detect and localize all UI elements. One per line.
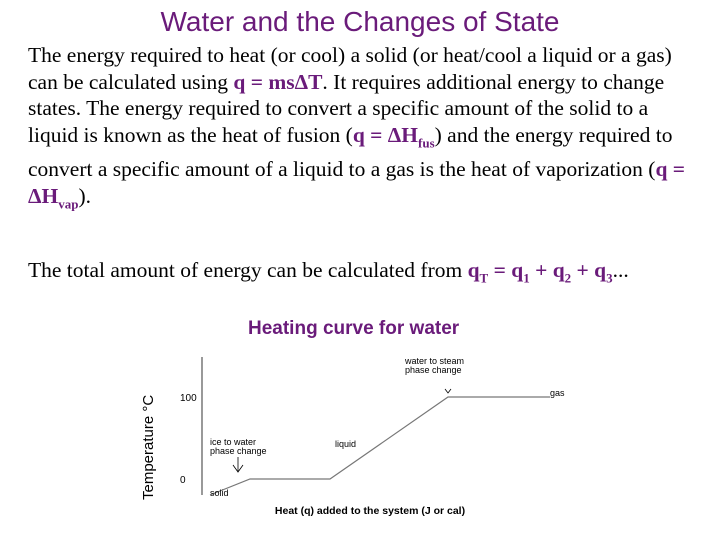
chart-title: Heating curve for water <box>248 318 460 339</box>
annotation-water-to-steam-2: phase change <box>405 365 462 375</box>
subscript: fus <box>418 134 435 150</box>
eq-text: q <box>467 258 480 282</box>
annotation-solid: solid <box>210 488 229 498</box>
eq-text: q = ΔH <box>28 157 686 208</box>
equation-total-energy: qT = q1 + q2 + q3 <box>467 258 613 286</box>
arrowhead-ice-to-water <box>232 464 244 473</box>
eq-text: + q <box>529 258 565 282</box>
eq-text: q = ΔH <box>352 122 419 147</box>
subscript: 2 <box>564 270 572 286</box>
page-title: Water and the Changes of State <box>160 6 560 37</box>
annotation-ice-to-water-2: phase change <box>210 446 267 456</box>
y-tick-label: 0 <box>180 475 186 486</box>
heating-curve-chart: 0 100 solid ice to water phase change liq… <box>180 356 565 517</box>
equation-specific-heat: q = msΔT <box>233 69 323 94</box>
eq-text: = q <box>488 258 524 282</box>
subscript: vap <box>58 196 79 212</box>
annotation-ice-to-water: ice to water <box>210 437 256 447</box>
equation-heat-of-vaporization: q = ΔHvap <box>28 157 686 212</box>
paragraph-heat-energy: The energy required to heat (or cool) a … <box>28 42 700 218</box>
paragraph-total-energy: The total amount of energy can be calcul… <box>28 257 700 292</box>
y-tick-label: 100 <box>180 393 197 404</box>
eq-text: + q <box>571 258 607 282</box>
heating-curve-line <box>209 396 550 496</box>
x-axis-label: Heat (q) added to the system (J or cal) <box>275 505 465 517</box>
text: ) and the energy required to convert a s… <box>28 122 673 182</box>
subscript: 1 <box>523 270 530 286</box>
arrow-water-to-steam <box>444 388 452 394</box>
equation-heat-of-fusion: q = ΔHfus <box>352 122 435 150</box>
text: The total amount of energy can be calcul… <box>28 258 468 282</box>
text: The energy required to heat (or cool) a … <box>28 43 672 94</box>
annotation-liquid: liquid <box>335 439 356 449</box>
annotation-gas: gas <box>550 388 565 398</box>
text: ). <box>78 183 91 208</box>
subscript: 3 <box>606 270 613 286</box>
annotation-water-to-steam: water to steam <box>404 356 464 366</box>
text: . It requires additional energy to chang… <box>28 69 665 147</box>
text: ... <box>612 258 629 282</box>
subscript: T <box>479 270 489 286</box>
